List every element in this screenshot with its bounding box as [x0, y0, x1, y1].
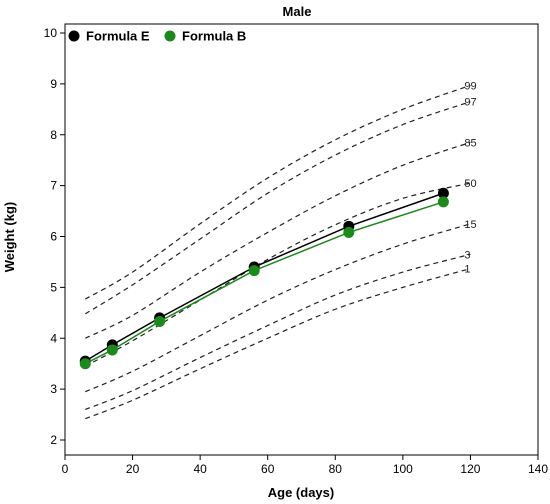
percentile-label-50: 50: [464, 178, 476, 190]
plot-border: [64, 23, 539, 456]
y-tick-label: 8: [50, 128, 57, 142]
x-tick-label: 20: [126, 462, 140, 476]
formula-b-legend-label: Formula B: [182, 29, 246, 44]
formula-e-legend-marker: [68, 30, 80, 42]
x-tick-label: 120: [460, 462, 480, 476]
y-tick-label: 5: [50, 280, 57, 294]
y-tick-label: 2: [50, 433, 57, 447]
formula-b-point: [106, 344, 118, 356]
x-tick-label: 100: [393, 462, 413, 476]
x-axis-ticks: 0 20 40 60 80 100 120 140: [62, 455, 548, 476]
percentile-curve-99: [84, 84, 471, 300]
percentile-label-15: 15: [464, 219, 476, 231]
x-tick-label: 140: [528, 462, 548, 476]
y-tick-label: 7: [50, 179, 57, 193]
formula-b-point: [248, 265, 260, 277]
y-tick-label: 9: [50, 77, 57, 91]
formula-b-point: [437, 196, 449, 208]
percentile-curve-97: [84, 101, 471, 315]
x-axis-label: Age (days): [268, 485, 334, 500]
percentile-label-97: 97: [464, 97, 476, 109]
formula-b-point: [343, 226, 355, 238]
percentile-label-99: 99: [464, 80, 476, 92]
percentile-curve-15: [85, 223, 471, 393]
chart-title: Male: [283, 4, 312, 19]
percentile-curve-1: [85, 267, 471, 420]
y-axis-label: Weight (kg): [2, 202, 17, 273]
formula-b-point: [79, 358, 91, 370]
legend: Formula E Formula B: [68, 29, 246, 44]
y-tick-label: 6: [50, 230, 57, 244]
reference-curves: 99 97 85 50 15 3 1: [84, 80, 477, 420]
y-tick-label: 4: [50, 331, 57, 345]
y-axis-ticks: 2 3 4 5 6 7 8 9 10: [44, 26, 65, 447]
percentile-curve-50: [84, 182, 471, 367]
formula-e-point: [437, 187, 449, 199]
x-tick-label: 60: [261, 462, 275, 476]
formula-b-line: [84, 201, 444, 365]
formula-e-legend-label: Formula E: [86, 29, 150, 44]
formula-b-legend-marker: [164, 30, 176, 42]
y-tick-label: 10: [44, 26, 58, 40]
percentile-label-1: 1: [464, 264, 470, 276]
x-tick-label: 0: [62, 462, 69, 476]
plot-area: [64, 23, 539, 456]
formula-b-point: [154, 315, 166, 327]
percentile-label-3: 3: [464, 249, 470, 261]
x-tick-label: 40: [193, 462, 207, 476]
formula-e-line: [84, 192, 444, 362]
series-layer: [79, 187, 449, 370]
percentile-curve-85: [85, 141, 471, 339]
x-tick-label: 80: [329, 462, 343, 476]
percentile-label-85: 85: [464, 137, 476, 149]
y-tick-label: 3: [50, 382, 57, 396]
percentile-curve-3: [85, 253, 471, 411]
